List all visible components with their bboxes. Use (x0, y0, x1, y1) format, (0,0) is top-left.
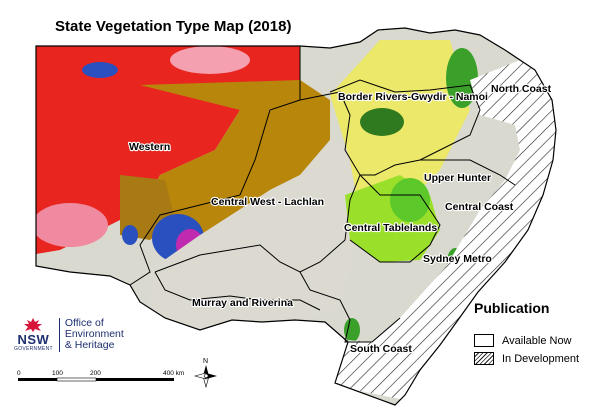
western-pink-patch (36, 203, 108, 247)
north-arrow-icon: N (193, 358, 217, 389)
scale-tick-200: 200 (90, 370, 101, 377)
boundary-central-west (154, 91, 361, 273)
label-south-coast: South Coast (350, 343, 412, 355)
logo-divider (58, 317, 60, 352)
waratah-icon (24, 318, 43, 332)
state-outline (35, 27, 557, 406)
legend-swatch-available (474, 334, 494, 347)
label-sydney-metro: Sydney Metro (423, 253, 492, 265)
label-central-tablelands: Central Tablelands (344, 222, 437, 234)
legend-swatch-in-development (474, 352, 494, 365)
riverina-grey-vegetation (150, 140, 360, 330)
label-north-coast: North Coast (491, 83, 552, 95)
label-western: Western (129, 141, 170, 153)
label-murray-riverina: Murray and Riverina (192, 297, 293, 309)
nsw-text: NSW (17, 332, 50, 347)
legend-item-available: Available Now (474, 334, 572, 347)
label-border-rivers: Border Rivers-Gwydir - Namoi (338, 91, 488, 103)
label-central-west-lachlan: Central West - Lachlan (211, 196, 324, 208)
in-development-area (330, 60, 556, 400)
scale-tick-0: 0 (17, 370, 21, 377)
office-name: Office of Environment & Heritage (65, 318, 124, 351)
scale-tick-100: 100 (52, 370, 63, 377)
nsw-government-logo: NSW GOVERNMENT (14, 317, 53, 352)
legend-label-available: Available Now (502, 334, 572, 347)
tablelands-green-patch (390, 178, 430, 222)
label-central-coast: Central Coast (445, 201, 514, 213)
central-brown-vegetation (140, 80, 330, 235)
namoi-green-patch (446, 48, 478, 108)
western-blue-patch (122, 225, 138, 245)
scale-segment (56, 377, 97, 382)
legend-title: Publication (474, 300, 550, 316)
map-title: State Vegetation Type Map (2018) (55, 18, 292, 35)
scale-bar: 0 100 200 400 km (17, 370, 184, 382)
western-pink-patch (170, 46, 250, 74)
western-blue-patch (82, 62, 118, 78)
scale-segment (96, 378, 174, 381)
legend-label-in-development: In Development (502, 352, 580, 365)
boundary-murray (154, 271, 321, 311)
boundary-south (299, 271, 401, 343)
government-text: GOVERNMENT (14, 346, 53, 352)
scale-tick-400: 400 km (163, 370, 184, 377)
nsw-oeh-logo: NSW GOVERNMENT Office of Environment & H… (14, 317, 124, 352)
scale-segment (18, 378, 57, 381)
office-line-1: Office of (64, 317, 104, 329)
border-rivers-green-patch (360, 108, 404, 136)
legend-item-in-development: In Development (474, 352, 579, 365)
office-line-3: & Heritage (64, 339, 115, 351)
boundary-border-rivers (329, 79, 481, 176)
north-label: N (203, 358, 208, 365)
boundary-central-tablelands (349, 174, 441, 263)
south-coast-green-patch (344, 318, 360, 342)
boundary-western (129, 46, 301, 286)
label-upper-hunter: Upper Hunter (424, 172, 491, 184)
office-line-2: Environment (64, 328, 124, 340)
boundary-upper-hunter (420, 159, 516, 186)
